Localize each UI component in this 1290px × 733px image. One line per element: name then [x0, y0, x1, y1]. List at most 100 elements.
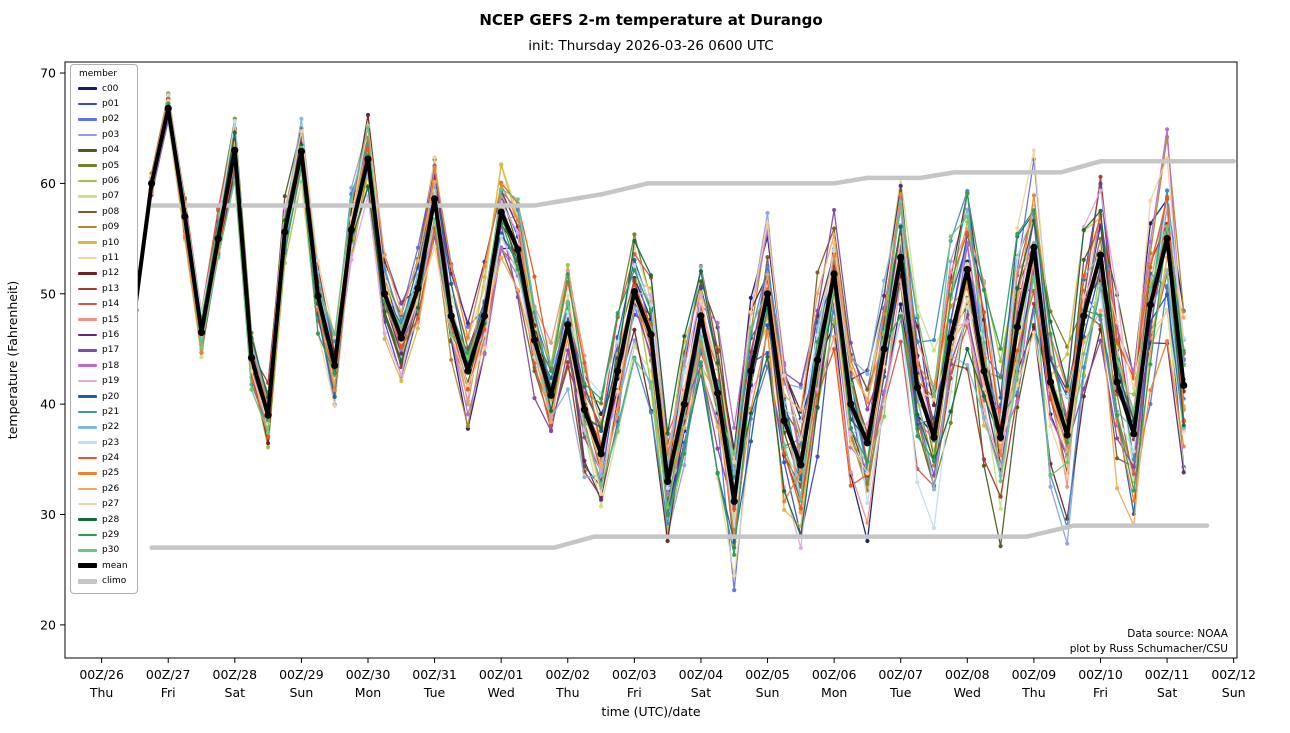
legend-label: p07	[102, 191, 120, 202]
member-marker-p23	[665, 486, 670, 491]
legend-item-p22: p22	[78, 420, 128, 435]
member-marker-p19	[382, 331, 387, 336]
x-tick-label-day: Fri	[627, 685, 642, 700]
mean-marker	[597, 450, 605, 458]
x-tick-label-utc: 00Z/06	[812, 667, 857, 682]
member-marker-p18	[1148, 239, 1153, 244]
x-tick-label-utc: 00Z/11	[1145, 667, 1190, 682]
member-marker-p11	[965, 261, 970, 267]
member-marker-p01	[782, 460, 787, 465]
x-tick-label-day: Thu	[555, 685, 579, 700]
member-marker-p23	[915, 480, 920, 485]
member-marker-p20	[748, 439, 754, 444]
legend-item-p25: p25	[78, 466, 128, 481]
legend-swatch	[78, 487, 97, 491]
y-tick-label: 30	[40, 507, 56, 522]
member-marker-p18	[465, 412, 470, 417]
legend-label: p09	[102, 222, 120, 233]
member-marker-p25	[615, 407, 620, 412]
member-marker-p10	[782, 507, 787, 512]
legend-swatch	[78, 256, 97, 260]
member-marker-p20	[798, 477, 803, 482]
member-marker-p26	[1098, 308, 1103, 313]
member-marker-p22	[599, 473, 604, 478]
member-marker-p26	[765, 272, 770, 277]
member-marker-p30	[615, 429, 620, 434]
member-marker-p26	[1115, 486, 1120, 491]
member-marker-p30	[449, 332, 454, 337]
legend-swatch	[78, 349, 97, 352]
member-marker-p25	[882, 311, 887, 317]
member-marker-p23	[632, 263, 637, 268]
legend-label: p17	[102, 345, 120, 356]
legend-title: member	[79, 69, 118, 79]
member-marker-p27	[1131, 386, 1136, 391]
member-marker-p30	[399, 324, 404, 329]
member-marker-p22	[732, 470, 737, 475]
mean-marker	[630, 288, 639, 296]
member-marker-p25	[832, 253, 837, 258]
y-tick-label: 70	[40, 66, 56, 81]
x-tick-label-day: Thu	[89, 685, 113, 700]
mean-marker	[813, 356, 822, 364]
member-marker-p20	[549, 376, 554, 381]
member-marker-p17	[798, 382, 803, 387]
member-marker-p30	[698, 334, 704, 340]
member-marker-p02	[1148, 401, 1153, 407]
member-marker-p28	[549, 408, 554, 413]
member-marker-p25	[482, 264, 487, 269]
member-marker-p25	[665, 448, 670, 453]
mean-marker	[1130, 430, 1138, 438]
legend-items: c00 p01 p02 p03 p04 p05 p06 p07 p08 p09 p10 p11 p12 p…	[78, 81, 128, 589]
mean-marker	[614, 367, 622, 375]
member-marker-p17	[848, 340, 853, 345]
member-marker-p29	[332, 371, 337, 376]
member-marker-p12	[915, 324, 920, 329]
member-marker-p19	[798, 545, 803, 551]
legend-label: p19	[102, 376, 120, 387]
member-marker-p30	[998, 479, 1003, 484]
mean-marker	[547, 391, 555, 399]
legend-swatch	[78, 87, 97, 90]
member-marker-p29	[665, 512, 670, 518]
member-marker-p28	[1181, 423, 1186, 428]
member-marker-p20	[449, 281, 454, 286]
member-marker-p27	[765, 221, 770, 226]
legend-item-p26: p26	[78, 481, 128, 496]
x-tick-label-utc: 00Z/07	[878, 667, 923, 682]
member-marker-p22	[981, 415, 987, 420]
legend-label: p23	[102, 437, 120, 448]
mean-marker	[1096, 251, 1105, 259]
legend-swatch	[78, 502, 97, 506]
member-marker-p27	[931, 397, 937, 402]
member-marker-p24	[532, 274, 537, 279]
legend-swatch	[78, 426, 97, 429]
member-marker-p30	[1065, 460, 1070, 465]
x-tick-label-utc: 00Z/10	[1078, 667, 1123, 682]
member-marker-p28	[815, 404, 820, 410]
climo-upper-line	[149, 159, 1236, 208]
member-marker-p03	[765, 210, 770, 216]
member-marker-p26	[682, 425, 687, 430]
legend-swatch	[78, 578, 97, 584]
member-marker-p24	[981, 310, 987, 315]
member-marker-p28	[765, 354, 770, 359]
member-marker-p29	[898, 313, 903, 319]
legend-label: p08	[102, 206, 120, 217]
mean-marker	[347, 226, 355, 234]
member-marker-p27	[465, 383, 470, 388]
member-marker-p15	[948, 269, 953, 275]
member-marker-c00	[1148, 221, 1153, 226]
member-marker-p16	[399, 351, 404, 356]
legend-item-p18: p18	[78, 358, 128, 373]
x-tick-label-utc: 00Z/29	[279, 667, 324, 682]
mean-marker	[148, 179, 156, 187]
x-tick-label-utc: 00Z/02	[545, 667, 590, 682]
member-marker-p26	[1181, 315, 1186, 320]
member-marker-p22	[299, 116, 304, 121]
mean-marker	[247, 354, 256, 362]
legend-item-p30: p30	[78, 543, 128, 558]
member-marker-p29	[715, 471, 720, 476]
x-tick-label-day: Tue	[423, 685, 446, 700]
member-marker-p24	[848, 483, 853, 488]
